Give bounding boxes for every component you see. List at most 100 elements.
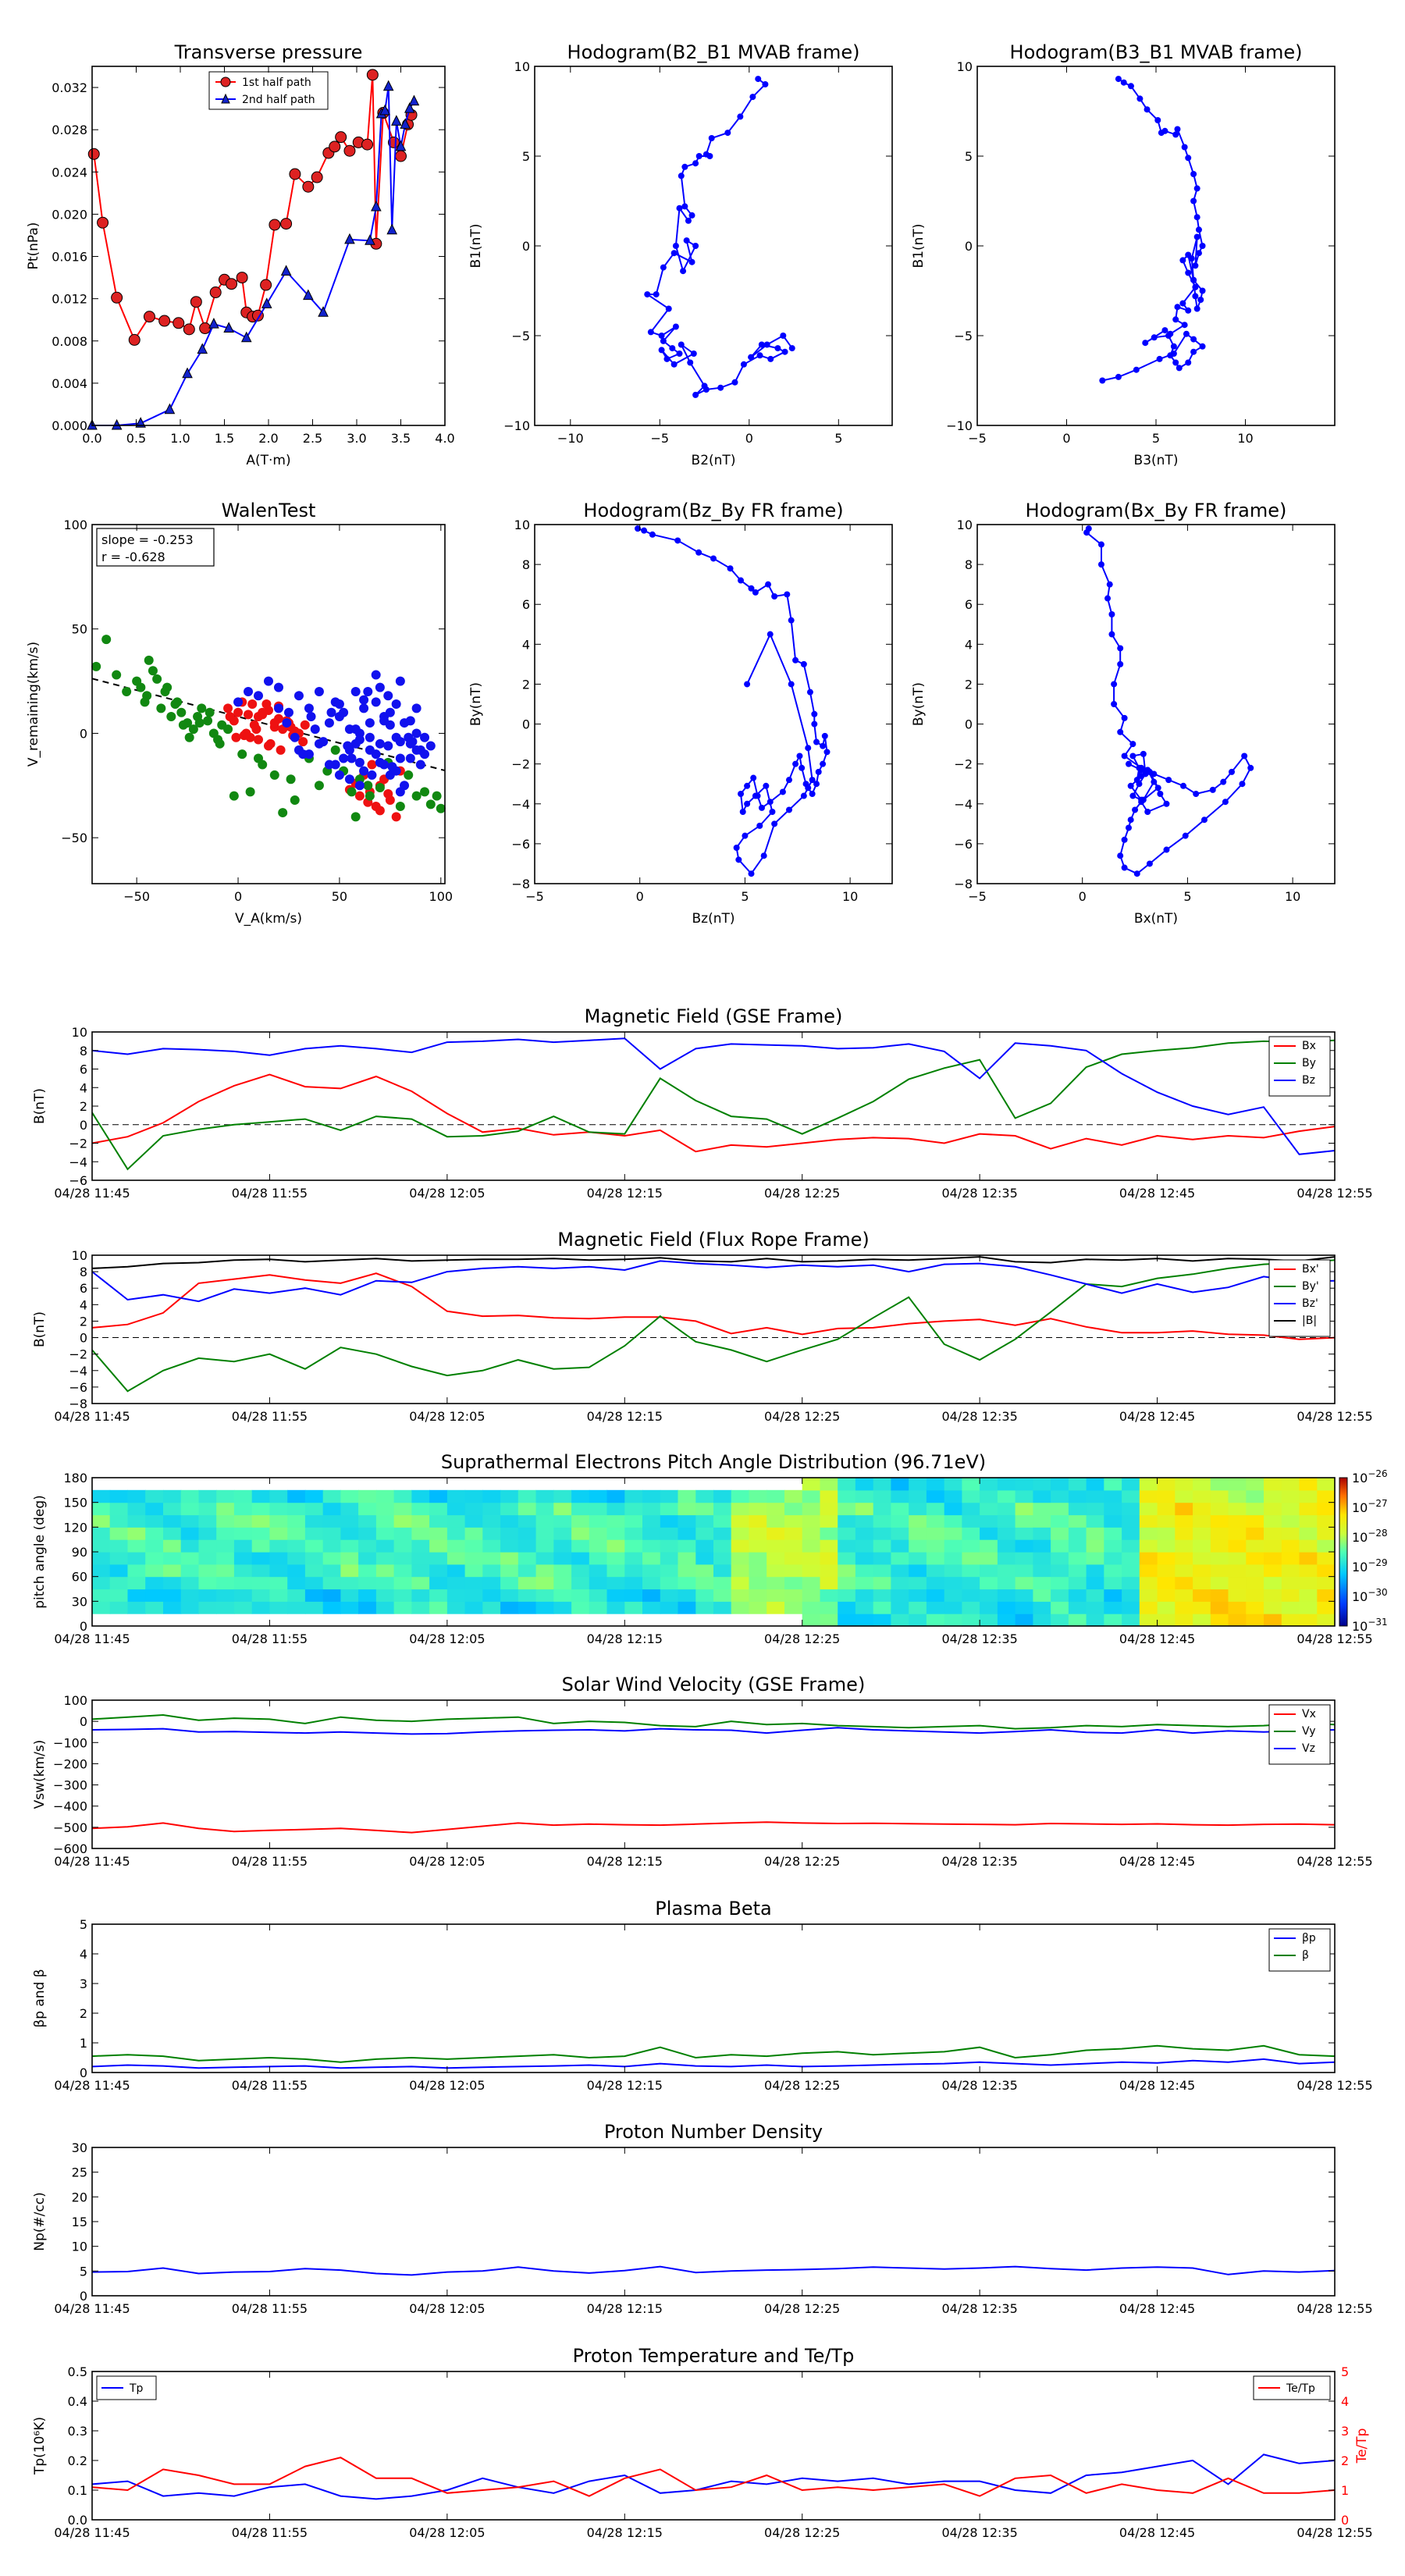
heatmap-cell — [553, 1552, 572, 1565]
colorbar-tick-exponent: −30 — [1368, 1587, 1387, 1598]
heatmap-cell — [1015, 1614, 1033, 1627]
y-tick-label: 0 — [522, 717, 530, 732]
heatmap-cell — [411, 1601, 430, 1614]
heatmap-cell — [145, 1576, 164, 1590]
heatmap-cell — [535, 1539, 554, 1553]
heatmap-cell — [109, 1552, 128, 1565]
hodogram-point — [758, 341, 765, 348]
colorbar-tick-base: 10 — [1352, 1589, 1368, 1604]
heatmap-cell — [269, 1552, 288, 1565]
heatmap-cell — [1210, 1502, 1229, 1516]
y-tick-label: 30 — [72, 1594, 87, 1609]
heatmap-cell — [767, 1502, 785, 1516]
plot-frame — [91, 1254, 1336, 1404]
heatmap-cell — [1122, 1564, 1140, 1578]
heatmap-cell — [731, 1576, 749, 1590]
hodogram-point — [1151, 334, 1158, 341]
heatmap-cell — [429, 1489, 448, 1503]
heatmap-cell — [375, 1539, 395, 1553]
y-tick-label: 0.028 — [52, 123, 87, 137]
heatmap-cell — [1317, 1601, 1336, 1614]
walen-point-green — [194, 718, 205, 728]
heatmap-cell — [997, 1489, 1016, 1503]
heatmap-cell — [1228, 1589, 1247, 1602]
heatmap-cell — [891, 1564, 909, 1578]
heatmap-cell — [1122, 1614, 1140, 1627]
heatmap-cell — [127, 1589, 146, 1602]
series-line-Bz — [91, 1260, 1336, 1303]
heatmap-cell — [1246, 1527, 1264, 1540]
heatmap-cell — [500, 1527, 519, 1540]
hodogram-point — [809, 791, 816, 797]
heatmap-cell — [909, 1502, 927, 1516]
walen-point-green — [184, 732, 194, 742]
hodogram-point — [1121, 714, 1128, 721]
heatmap-cell — [1086, 1478, 1104, 1491]
heatmap-cell — [820, 1478, 838, 1491]
heatmap-cell — [589, 1502, 608, 1516]
heatmap-cell — [109, 1564, 128, 1578]
walen-point-blue — [395, 676, 405, 686]
heatmap-cell — [1015, 1564, 1033, 1578]
legend-label: βp — [1302, 1932, 1316, 1944]
y-tick-label: 0.008 — [52, 334, 87, 349]
y-tick-label: −4 — [954, 797, 973, 812]
heatmap-cell — [589, 1539, 608, 1553]
chart-h4: Hodogram(Bx_By FR frame) −5 0 5 10 −8 −6 −4 −2 0 2… — [911, 500, 1336, 927]
data-point-2nd-half — [280, 265, 292, 276]
heatmap-cell — [518, 1489, 537, 1503]
walen-point-blue — [365, 745, 375, 755]
heatmap-cell — [393, 1502, 412, 1516]
chart-tp: Transverse pressure 1st half path 2nd half… — [26, 41, 455, 468]
heatmap-cell — [1086, 1589, 1104, 1602]
y-tick-label: 10 — [72, 1248, 87, 1263]
y-tick-label: 180 — [63, 1471, 87, 1485]
heatmap-cell — [1246, 1502, 1264, 1516]
y-tick-label: 0 — [80, 1331, 87, 1346]
chart-title: Hodogram(Bx_By FR frame) — [1026, 500, 1287, 521]
walen-point-blue — [371, 670, 381, 680]
heatmap-cell — [1246, 1589, 1264, 1602]
heatmap-cell — [1068, 1552, 1087, 1565]
heatmap-cell — [891, 1539, 909, 1553]
heatmap-cell — [873, 1514, 891, 1528]
y-axis-label: B(nT) — [32, 1088, 48, 1124]
walen-point-green — [140, 697, 150, 707]
heatmap-cell — [180, 1564, 199, 1578]
y-axis-label: βp and β — [32, 1969, 48, 2027]
legend-label: By' — [1302, 1280, 1319, 1293]
walen-point-blue — [420, 732, 430, 742]
heatmap-cell — [287, 1539, 306, 1553]
colorbar-tick-label: 10−28 — [1352, 1528, 1388, 1545]
x-tick-label: 50 — [332, 889, 347, 904]
x-tick-label: 1.0 — [170, 431, 190, 446]
heatmap-cell — [1281, 1552, 1300, 1565]
walen-point-green — [436, 803, 446, 813]
hodogram-point — [1140, 750, 1147, 757]
walen-point-green — [350, 812, 361, 822]
heatmap-cell — [92, 1514, 111, 1528]
walen-point-blue — [379, 716, 389, 726]
hodogram-point — [1192, 283, 1199, 290]
hodogram-point — [740, 361, 747, 368]
x-axis-label: B3(nT) — [1134, 453, 1179, 468]
heatmap-cell — [571, 1576, 590, 1590]
heatmap-cell — [767, 1514, 785, 1528]
heatmap-cell — [340, 1489, 359, 1503]
hodogram-point — [771, 593, 778, 600]
hodogram-point — [738, 791, 745, 797]
heatmap-cell — [731, 1601, 749, 1614]
x-tick-label: 0.0 — [82, 431, 101, 446]
heatmap-cell — [553, 1489, 572, 1503]
heatmap-cell — [909, 1552, 927, 1565]
heatmap-cell — [198, 1539, 217, 1553]
heatmap-cell — [1139, 1589, 1158, 1602]
y-tick-label: 30 — [72, 2140, 87, 2155]
heatmap-cell — [962, 1489, 980, 1503]
heatmap-cell — [1228, 1514, 1247, 1528]
heatmap-cell — [145, 1514, 164, 1528]
hodogram-point — [1104, 595, 1112, 602]
heatmap-cell — [571, 1514, 590, 1528]
heatmap-cell — [127, 1527, 146, 1540]
heatmap-cell — [163, 1489, 182, 1503]
